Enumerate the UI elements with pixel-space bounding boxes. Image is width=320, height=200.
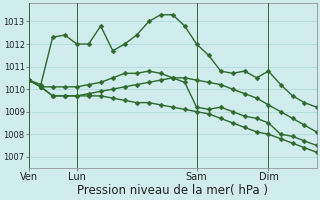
X-axis label: Pression niveau de la mer( hPa ): Pression niveau de la mer( hPa )	[77, 184, 268, 197]
